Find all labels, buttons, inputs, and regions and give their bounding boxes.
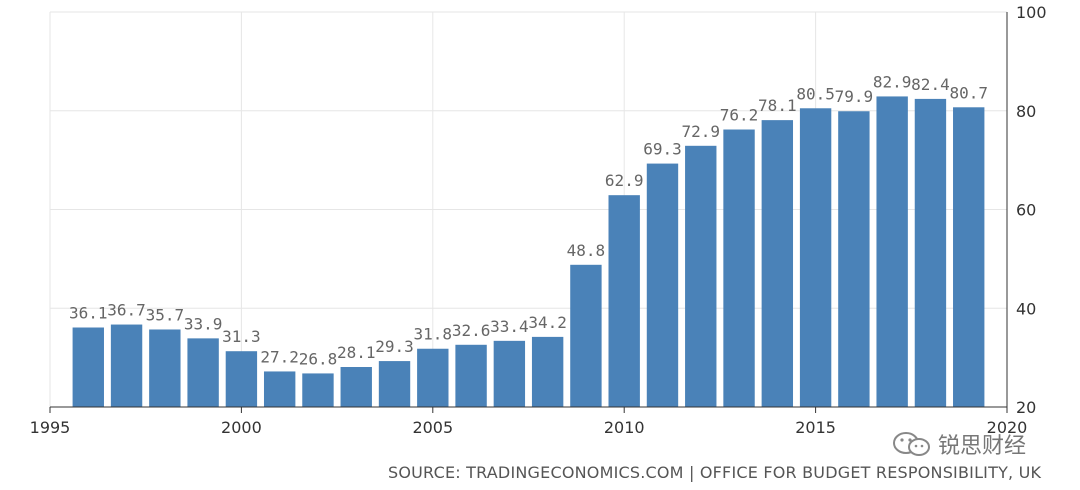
y-tick-label: 100 <box>1016 3 1047 22</box>
bar <box>340 367 372 407</box>
source-note: SOURCE: TRADINGECONOMICS.COM | OFFICE FO… <box>388 463 1042 482</box>
data-label: 78.1 <box>758 96 797 115</box>
data-label: 76.2 <box>720 106 759 125</box>
data-label: 36.1 <box>69 304 108 323</box>
data-label: 28.1 <box>337 343 376 362</box>
data-label: 80.7 <box>949 83 988 102</box>
bar <box>493 340 526 407</box>
bar <box>838 111 870 408</box>
bar <box>608 195 640 407</box>
data-labels: 36.1 36.7 35.7 33.931.327.2 26.8 28.1 29.331.8… <box>69 72 988 368</box>
watermark-text: 锐思财经 <box>938 434 1027 459</box>
x-tick-label: 2015 <box>795 418 836 437</box>
bar <box>799 108 832 407</box>
axes: 20 40 60 80 100 1995 2000 2005 2010 2015 2020 <box>30 3 1047 437</box>
data-label: 35.7 <box>146 305 185 324</box>
data-label: 62.9 <box>605 171 644 190</box>
bar <box>149 329 181 407</box>
y-tick-label: 60 <box>1016 201 1036 220</box>
bar <box>646 163 679 407</box>
data-label: 79.9 <box>835 87 874 106</box>
x-tick-label: 2010 <box>604 418 645 437</box>
x-tick-label: 2005 <box>412 418 453 437</box>
x-tick-label: 2000 <box>221 418 262 437</box>
data-label: 27.2 <box>260 347 299 366</box>
data-label: 36.7 <box>107 301 146 320</box>
bar <box>378 361 411 407</box>
bar <box>685 145 717 407</box>
bar <box>761 120 794 407</box>
y-tick-label: 20 <box>1016 398 1036 417</box>
data-label: 48.8 <box>567 241 606 260</box>
data-label: 32.6 <box>452 321 491 340</box>
data-label: 72.9 <box>681 122 720 141</box>
bar <box>531 336 564 407</box>
bar <box>110 324 143 407</box>
bar <box>72 327 104 407</box>
data-label: 80.5 <box>796 84 835 103</box>
x-tick-label: 1995 <box>30 418 71 437</box>
data-label: 31.3 <box>222 327 261 346</box>
bars <box>72 96 985 408</box>
data-label: 82.9 <box>873 72 912 91</box>
data-label: 82.4 <box>911 75 950 94</box>
wechat-icon <box>893 432 930 456</box>
bar <box>263 371 296 407</box>
data-label: 29.3 <box>375 337 414 356</box>
bar <box>570 264 602 407</box>
data-label: 34.2 <box>528 313 567 332</box>
bar <box>417 348 449 407</box>
bar <box>723 129 755 407</box>
y-tick-label: 80 <box>1016 102 1036 121</box>
bar <box>225 351 258 407</box>
bar <box>876 96 908 408</box>
y-tick-label: 40 <box>1016 299 1036 318</box>
bar <box>953 107 985 407</box>
data-label: 69.3 <box>643 140 682 159</box>
bar <box>187 338 219 407</box>
bar <box>302 373 334 407</box>
data-label: 33.4 <box>490 317 529 336</box>
x-tick-label: 2020 <box>987 418 1028 437</box>
data-label: 33.9 <box>184 314 223 333</box>
bar <box>914 98 947 408</box>
data-label: 26.8 <box>299 349 338 368</box>
watermark: 锐思财经 <box>892 428 1026 460</box>
bar <box>455 344 487 407</box>
data-label: 31.8 <box>414 325 453 344</box>
